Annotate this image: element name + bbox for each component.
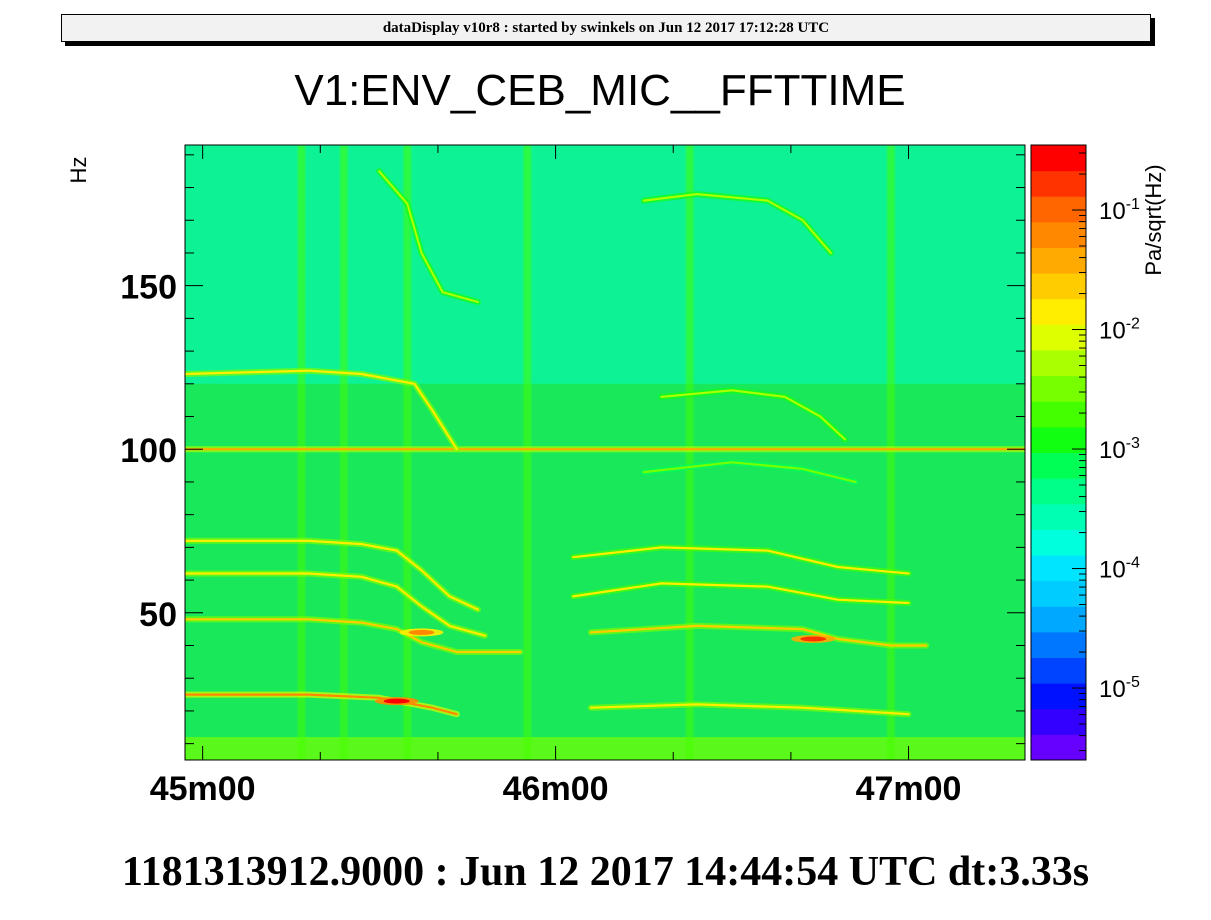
colorbar-swatch — [1031, 196, 1086, 223]
colorbar-tick-exponent: -4 — [1126, 555, 1140, 572]
banner-text: dataDisplay v10r8 : started by swinkels … — [382, 20, 830, 36]
colorbar-swatch — [1031, 708, 1086, 735]
colorbar-swatch — [1031, 273, 1086, 300]
colorbar-swatch — [1031, 631, 1086, 658]
colorbar-swatch — [1031, 657, 1086, 684]
colorbar-swatch — [1031, 324, 1086, 351]
colorbar-swatch — [1031, 734, 1086, 761]
colorbar-swatch — [1031, 683, 1086, 710]
spectrogram-chart: 45m00 46m00 47m00 50 100 150 Hz 10-5 10-4 10-3 10-… — [66, 144, 1166, 808]
colorbar-swatch — [1031, 401, 1086, 428]
tone-line — [660, 389, 847, 441]
tone-line — [185, 539, 479, 611]
tone-line — [185, 572, 487, 637]
tone-line — [185, 693, 458, 716]
hotspot-core — [383, 698, 410, 704]
colorbar-tick-label: 10-1 — [1099, 196, 1140, 225]
gps-time-footer: 1181313912.9000 : Jun 12 2017 14:44:54 U… — [121, 849, 1090, 895]
transient-streak — [886, 145, 895, 760]
tone-line — [185, 618, 522, 654]
chart-title: V1:ENV_CEB_MIC__FFTTIME — [294, 66, 906, 115]
plot-frame — [184, 144, 1026, 761]
transient-streak — [685, 145, 694, 760]
colorbar-tick-exponent: -2 — [1126, 316, 1140, 333]
tone-line — [185, 369, 458, 451]
y-tick-label: 100 — [120, 432, 177, 470]
low-frequency-band — [185, 737, 1025, 760]
heatmap-cells — [185, 145, 1025, 760]
tone-line — [642, 193, 832, 255]
hotspot-core — [408, 629, 435, 635]
tone-line — [378, 170, 479, 304]
tone-line — [642, 461, 857, 483]
colorbar-tick-label: 10-3 — [1099, 435, 1140, 464]
colorbar-swatch — [1031, 221, 1086, 248]
heatmap-background — [185, 145, 1025, 760]
colorbar-swatch — [1031, 606, 1086, 633]
transient-streak — [523, 145, 532, 760]
colorbar-swatch — [1031, 529, 1086, 556]
tone-line — [589, 703, 910, 716]
colorbar-tick-exponent: -1 — [1126, 196, 1140, 213]
colorbar-frame — [1030, 144, 1087, 761]
colorbar-swatch — [1031, 170, 1086, 197]
y-tick-label: 50 — [139, 596, 177, 634]
colorbar-tick-label: 10-5 — [1099, 674, 1140, 703]
transient-streak — [339, 145, 348, 760]
colorbar-swatch — [1031, 350, 1086, 377]
y-axis-label: Hz — [66, 157, 91, 184]
colorbar-swatch — [1031, 478, 1086, 505]
colorbar-tick-label: 10-2 — [1099, 316, 1140, 345]
colorbar-swatch — [1031, 503, 1086, 530]
tone-line — [589, 624, 928, 647]
colorbar-swatch — [1031, 580, 1086, 607]
x-tick-label: 47m00 — [856, 770, 962, 808]
colorbar-swatch — [1031, 452, 1086, 479]
tone-line — [572, 582, 910, 605]
colorbar-swatch — [1031, 298, 1086, 325]
colorbar-swatch — [1031, 247, 1086, 274]
x-tick-label: 45m00 — [150, 770, 256, 808]
colorbar-tick-exponent: -3 — [1126, 435, 1140, 452]
transient-streak — [403, 145, 412, 760]
colorbar-swatch — [1031, 145, 1086, 172]
y-tick-label: 150 — [120, 269, 177, 307]
colorbar-swatch — [1031, 375, 1086, 402]
colorbar-label: Pa/sqrt(Hz) — [1141, 164, 1166, 275]
transient-streak — [297, 145, 306, 760]
x-tick-label: 46m00 — [503, 770, 609, 808]
title-banner: dataDisplay v10r8 : started by swinkels … — [61, 14, 1151, 42]
hotspot-core — [800, 636, 827, 642]
colorbar-tick-label: 10-4 — [1099, 555, 1140, 584]
colorbar-tick-exponent: -5 — [1126, 674, 1140, 691]
tone-line — [572, 546, 910, 575]
upper-band — [185, 145, 1025, 384]
